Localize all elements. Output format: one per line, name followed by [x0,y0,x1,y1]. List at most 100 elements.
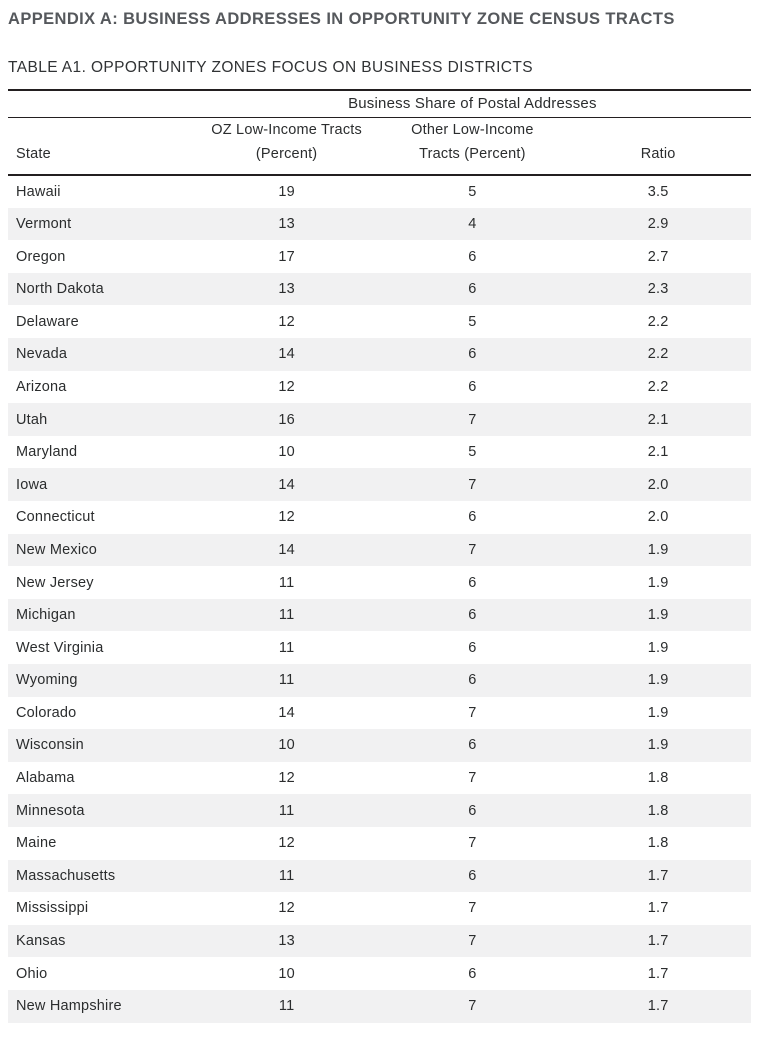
oz-value-cell: 14 [278,704,295,721]
other-value-cell: 6 [468,281,477,298]
col-header-ratio: Ratio [565,117,751,177]
oz-value-cell: 19 [278,183,295,200]
table-row: Vermont 13 4 2.9 [8,207,751,241]
other-value-cell: 6 [468,639,477,656]
other-value-cell: 7 [468,900,477,917]
oz-value-cell: 11 [278,867,295,884]
other-value-cell: 7 [468,541,477,558]
ratio-cell: 2.2 [647,378,669,395]
state-cell: Delaware [16,313,79,330]
ratio-cell: 1.7 [647,933,669,950]
ratio-cell: 1.9 [647,607,669,624]
appendix-heading: APPENDIX A: BUSINESS ADDRESSES IN OPPORT… [8,10,675,28]
state-cell: Alabama [16,770,75,787]
opportunity-zones-table: Business Share of Postal Addresses State… [8,88,751,1023]
ratio-cell: 2.7 [647,248,669,265]
state-cell: Iowa [16,476,48,493]
state-cell: Minnesota [16,802,85,819]
ratio-cell: 1.7 [647,900,669,917]
other-value-cell: 5 [468,183,477,200]
oz-value-cell: 12 [278,770,295,787]
other-value-cell: 7 [468,933,477,950]
other-value-cell: 5 [468,444,477,461]
col-header-other-line1: Other Low-Income [411,122,534,139]
ratio-cell: 1.9 [647,737,669,754]
state-cell: Michigan [16,607,76,624]
table-row: Connecticut 12 6 2.0 [8,501,751,534]
oz-value-cell: 12 [278,835,295,852]
other-value-cell: 6 [468,672,477,689]
table-row: Wisconsin 10 6 1.9 [8,729,751,762]
other-value-cell: 7 [468,704,477,721]
other-value-cell: 6 [468,248,477,265]
table-row: Colorado 14 7 1.9 [8,697,751,730]
span-header-spacer [8,88,194,119]
table-row: Mississippi 12 7 1.7 [8,892,751,925]
ratio-cell: 1.7 [647,867,669,884]
span-header-row: Business Share of Postal Addresses [8,88,751,119]
table-title: TABLE A1. OPPORTUNITY ZONES FOCUS ON BUS… [8,59,533,77]
oz-value-cell: 12 [278,378,295,395]
state-cell: New Hampshire [16,998,122,1015]
column-header-row: State OZ Low-Income Tracts (Percent) Oth… [8,117,751,177]
ratio-cell: 1.9 [647,672,669,689]
table-row: Alabama 12 7 1.8 [8,762,751,795]
col-header-state: State [8,117,194,177]
oz-value-cell: 11 [278,574,295,591]
other-value-cell: 6 [468,509,477,526]
ratio-cell: 2.2 [647,346,669,363]
state-cell: Massachusetts [16,867,116,884]
ratio-cell: 1.9 [647,574,669,591]
oz-value-cell: 10 [278,965,295,982]
other-value-cell: 6 [468,607,477,624]
ratio-cell: 3.5 [647,183,669,200]
state-cell: New Mexico [16,541,97,558]
oz-value-cell: 11 [278,802,295,819]
oz-value-cell: 12 [278,900,295,917]
ratio-cell: 1.7 [647,998,669,1015]
table-row: Hawaii 19 5 3.5 [8,175,751,208]
ratio-cell: 2.1 [647,444,669,461]
ratio-cell: 2.9 [647,215,669,232]
table-row: Iowa 14 7 2.0 [8,468,751,502]
ratio-cell: 1.8 [647,802,669,819]
ratio-cell: 1.8 [647,770,669,787]
state-cell: Ohio [16,965,48,982]
ratio-cell: 2.0 [647,476,669,493]
table-row: Ohio 10 6 1.7 [8,957,751,990]
other-value-cell: 7 [468,476,477,493]
oz-value-cell: 13 [278,933,295,950]
state-cell: Arizona [16,378,67,395]
col-header-other: Other Low-Income Tracts (Percent) [379,117,566,177]
table-row: New Hampshire 11 7 1.7 [8,989,751,1023]
table-row: Kansas 13 7 1.7 [8,924,751,958]
oz-value-cell: 12 [278,509,295,526]
table-row: Maryland 10 5 2.1 [8,436,751,469]
state-cell: West Virginia [16,639,104,656]
oz-value-cell: 14 [278,346,295,363]
other-value-cell: 6 [468,965,477,982]
col-header-oz-line2: (Percent) [255,146,318,163]
ratio-cell: 1.9 [647,639,669,656]
state-cell: Maryland [16,444,78,461]
state-cell: Maine [16,835,57,852]
table-row: New Jersey 11 6 1.9 [8,566,751,599]
other-value-cell: 6 [468,574,477,591]
state-cell: Nevada [16,346,68,363]
oz-value-cell: 10 [278,737,295,754]
table-row: Nevada 14 6 2.2 [8,338,751,371]
state-cell: Mississippi [16,900,89,917]
state-cell: Hawaii [16,183,61,200]
table-row: Delaware 12 5 2.2 [8,305,751,338]
oz-value-cell: 11 [278,672,295,689]
ratio-cell: 2.3 [647,281,669,298]
oz-value-cell: 14 [278,476,295,493]
table-row: North Dakota 13 6 2.3 [8,272,751,306]
other-value-cell: 6 [468,867,477,884]
oz-value-cell: 11 [278,639,295,656]
oz-value-cell: 11 [278,998,295,1015]
oz-value-cell: 13 [278,215,295,232]
col-header-ratio-label: Ratio [640,146,676,163]
ratio-cell: 2.1 [647,411,669,428]
